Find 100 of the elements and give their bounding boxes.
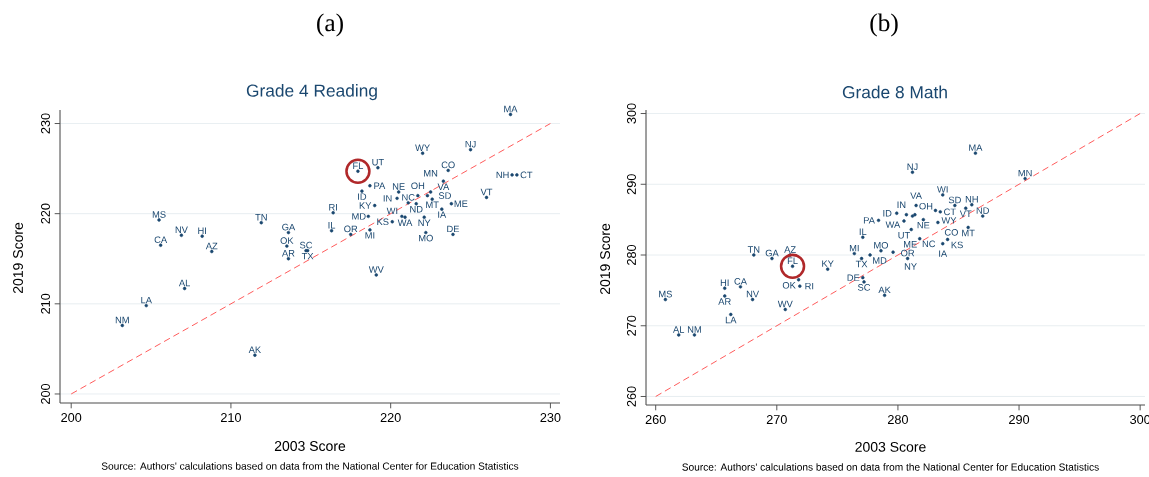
data-label: OH (919, 202, 933, 210)
data-label: MT (962, 229, 975, 237)
y-tick-label: 290 (626, 174, 636, 195)
y-tick-label: 280 (626, 244, 636, 265)
data-label: ID (358, 193, 367, 200)
data-label: TX (301, 252, 314, 260)
data-label: NH (965, 196, 978, 203)
x-tick-label: 200 (61, 413, 82, 422)
data-label: WA (885, 221, 901, 228)
data-label: MD (873, 257, 887, 264)
data-label: LA (725, 316, 737, 324)
data-label: SD (438, 192, 451, 199)
data-label: WV (777, 300, 793, 308)
data-label: FL (353, 162, 364, 170)
data-label: VT (959, 210, 972, 218)
data-label: AR (718, 298, 731, 305)
data-label: NJ (907, 163, 918, 170)
data-label: HI (720, 279, 729, 286)
data-label: ME (454, 200, 468, 207)
data-label: VA (910, 192, 922, 199)
data-label: KS (951, 241, 963, 249)
data-label: IL (328, 222, 336, 229)
data-label: RI (805, 282, 814, 290)
data-label: SC (857, 284, 871, 291)
y-tick-label: 230 (41, 113, 50, 134)
data-label: SD (948, 196, 961, 204)
data-label: AR (281, 250, 295, 257)
data-label: ID (883, 210, 892, 217)
data-label: KY (822, 260, 834, 267)
data-label: WA (397, 219, 413, 226)
data-label: MN (424, 170, 438, 177)
data-label: TX (855, 260, 868, 268)
data-label: NH (496, 171, 509, 179)
data-label: MI (849, 244, 859, 252)
y-axis-title: 2019 Score (600, 223, 611, 295)
source-note: Source: Authors' calculations based on data from the National Center for Education Statistics (101, 462, 519, 470)
y-tick-label: 220 (41, 203, 50, 224)
data-label: CA (734, 278, 747, 285)
data-label: MT (426, 201, 439, 208)
x-tick-label: 260 (645, 415, 666, 424)
data-label: UT (898, 232, 910, 239)
data-label: WY (415, 144, 430, 151)
data-label: IN (897, 201, 906, 208)
y-tick-label: 200 (41, 383, 50, 404)
data-label: CA (154, 236, 168, 244)
data-label: OR (344, 225, 358, 233)
data-label: TN (255, 213, 267, 221)
data-label: NC (922, 240, 936, 248)
data-label: RI (329, 204, 337, 211)
data-label: NY (418, 219, 431, 226)
data-label: TN (747, 246, 760, 253)
data-label: KS (377, 218, 389, 226)
data-label: MO (419, 234, 433, 242)
data-label: DE (447, 225, 460, 233)
data-label: VT (480, 188, 493, 196)
y-tick-label: 260 (626, 386, 636, 407)
data-label: WI (937, 186, 948, 193)
data-label: GA (765, 249, 779, 257)
data-label: MA (504, 105, 518, 113)
x-tick-label: 270 (766, 415, 787, 424)
data-label: FL (787, 257, 798, 265)
data-label: NE (917, 221, 930, 229)
data-label: AZ (205, 242, 218, 250)
data-label: SC (299, 241, 313, 249)
data-label: MN (1018, 169, 1032, 177)
data-label: MO (874, 241, 889, 249)
data-label: IA (939, 250, 948, 257)
data-label: MA (969, 144, 983, 151)
data-label: OK (280, 237, 294, 244)
x-tick-label: 210 (221, 413, 241, 422)
data-label: CT (520, 171, 533, 179)
data-label: DE (847, 274, 860, 281)
y-tick-label: 300 (626, 103, 636, 124)
data-label: NV (746, 290, 760, 298)
data-label: ND (976, 207, 989, 214)
source-note: Source: Authors' calculations based on data from the National Center for Education Statistics (682, 463, 1099, 471)
data-label: UT (372, 158, 384, 166)
data-label: ME (904, 241, 917, 248)
data-label: PA (863, 217, 875, 224)
data-label: NC (402, 194, 415, 201)
data-label: MD (352, 213, 366, 220)
data-label: CO (441, 161, 455, 169)
x-tick-label: 230 (540, 413, 561, 422)
chart-title: (b) (870, 13, 898, 37)
chart-subtitle: Grade 8 Math (842, 85, 947, 99)
data-label: GA (282, 223, 296, 231)
data-label: NM (687, 326, 701, 333)
x-tick-label: 220 (380, 413, 401, 422)
data-label: MS (152, 211, 166, 218)
x-tick-label: 280 (887, 415, 908, 424)
data-label: NJ (465, 140, 476, 148)
data-label: CT (944, 208, 956, 216)
x-axis-title: 2003 Score (855, 441, 926, 452)
data-label: NV (175, 226, 188, 234)
data-label: WY (941, 217, 957, 224)
data-label: NY (904, 263, 917, 270)
chart-title: (a) (317, 13, 343, 37)
x-axis-title: 2003 Score (274, 441, 346, 452)
data-label: AL (178, 279, 190, 287)
x-tick-label: 290 (1009, 415, 1030, 424)
